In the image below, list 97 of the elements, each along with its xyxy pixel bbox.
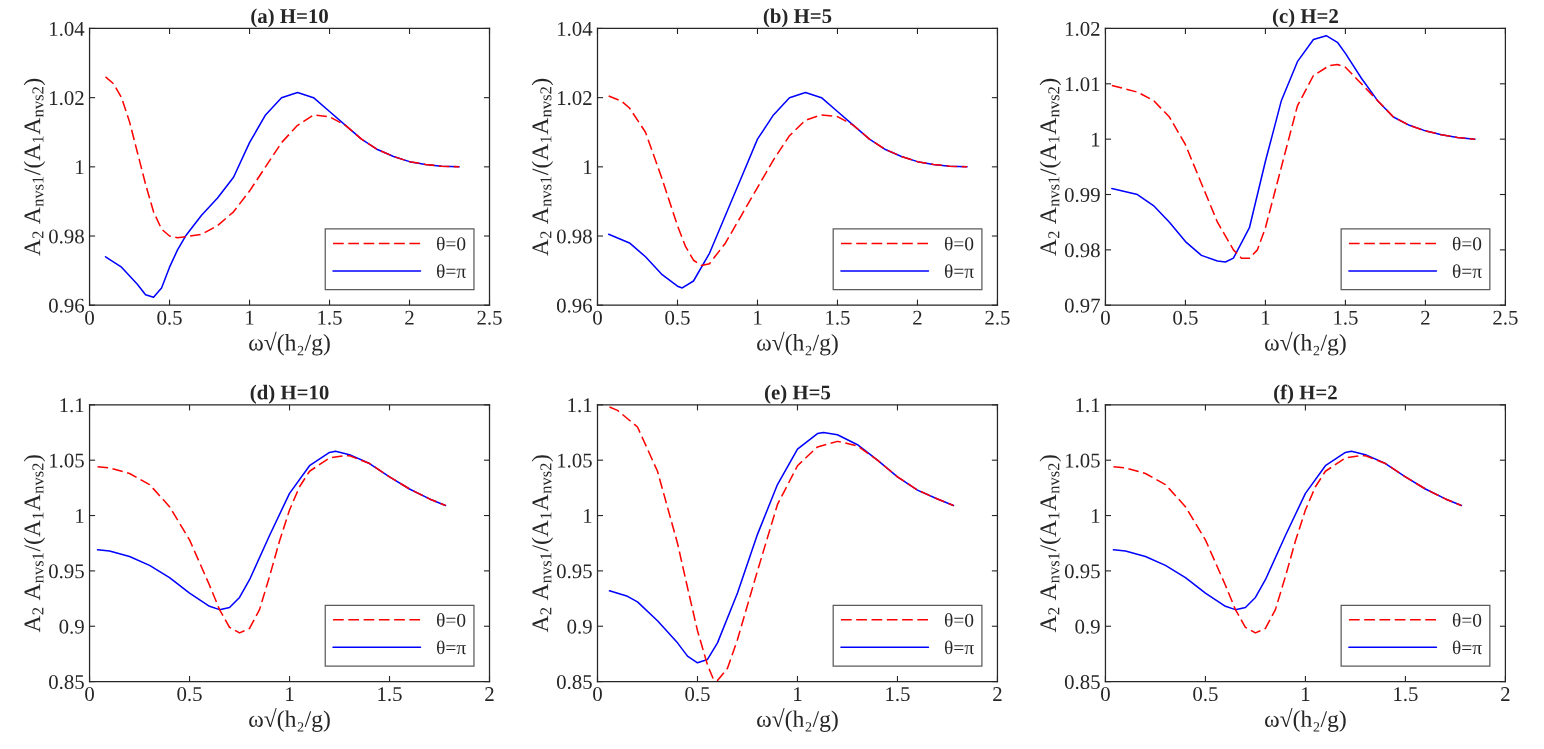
chart-title: (d) H=10: [250, 384, 329, 404]
y-tick-label: 0.96: [556, 298, 593, 313]
x-tick-label: 1.5: [1394, 687, 1418, 702]
chart-title: (c) H=2: [1272, 8, 1338, 28]
x-tick-label: 1.5: [826, 310, 850, 325]
text: A$_{2}$ A$_{nvs1}$/(A$_{1}$A$_{nvs2}$): [23, 78, 46, 256]
x-axis-title: ω√(h₂/g): [1265, 708, 1346, 732]
x-tick-label: 1.5: [886, 687, 910, 702]
x-axis-title: ω√(h₂/g): [249, 331, 330, 356]
y-tick-label: 0.96: [49, 298, 85, 313]
y-tick-label: 1.02: [50, 91, 84, 106]
text: A$_{2}$ A$_{nvs1}$/(A$_{1}$A$_{nvs2}$): [1039, 455, 1062, 633]
x-tick-label: 0: [85, 310, 94, 325]
x-tick-label: 1: [754, 310, 762, 325]
x-tick-label: 0.5: [1173, 310, 1198, 325]
y-tick-label: 0.9: [59, 619, 84, 634]
x-tick-label: 1.5: [1334, 310, 1358, 325]
x-tick-label: 2: [485, 687, 494, 701]
y-tick-label: 0.9: [1075, 619, 1100, 634]
x-tick-label: 1: [1262, 310, 1270, 325]
x-tick-label: 2.5: [1493, 310, 1518, 325]
x-axis-title: ω√(h₂/g): [249, 708, 330, 732]
x-tick-label: 2.5: [477, 310, 502, 325]
y-tick-label: 1.1: [568, 398, 592, 413]
x-axis-title: ω√(h₂/g): [757, 331, 838, 356]
text: A$_{2}$ A$_{nvs1}$/(A$_{1}$A$_{nvs2}$): [531, 455, 554, 633]
y-tick-label: 1.05: [50, 453, 84, 468]
y-tick-label: 0.85: [49, 674, 84, 690]
y-tick-label: 1.04: [50, 21, 85, 36]
x-tick-label: 0.5: [685, 687, 710, 702]
y-tick-label: 1.05: [1065, 453, 1100, 468]
chart-title: (e) H=5: [764, 384, 831, 404]
y-tick-label: 0.85: [1064, 674, 1100, 690]
x-tick-label: 1.5: [378, 687, 402, 702]
y-tick-label: 1: [1092, 509, 1100, 523]
text: A$_{2}$ A$_{nvs1}$/(A$_{1}$A$_{nvs2}$): [1039, 78, 1062, 256]
text: A$_{2}$ A$_{nvs1}$/(A$_{1}$A$_{nvs2}$): [531, 78, 554, 256]
legend-label: θ=0: [436, 236, 466, 251]
y-tick-label: 0.85: [556, 674, 592, 690]
x-tick-label: 1: [286, 687, 294, 701]
x-tick-label: 1.5: [318, 310, 342, 325]
x-tick-label: 1: [246, 310, 254, 325]
legend-label: θ=π: [436, 640, 466, 655]
x-tick-label: 2: [993, 687, 1002, 701]
y-tick-label: 1: [76, 509, 84, 523]
x-tick-label: 2: [913, 310, 922, 325]
y-tick-label: 1.1: [60, 398, 84, 413]
legend-label: θ=π: [944, 640, 974, 655]
x-tick-label: 0: [1101, 310, 1110, 325]
x-tick-label: 2: [405, 310, 414, 325]
y-tick-label: 0.95: [49, 564, 84, 579]
y-tick-label: 0.95: [1064, 564, 1100, 579]
x-tick-label: 1: [1302, 687, 1310, 701]
y-tick-label: 1: [76, 160, 84, 175]
y-tick-label: 1.02: [558, 91, 592, 106]
y-tick-label: 1.05: [558, 453, 592, 468]
chart-title: (f) H=2: [1274, 384, 1337, 404]
legend-label: θ=π: [1452, 640, 1482, 655]
x-tick-label: 0: [593, 687, 602, 702]
text: A$_{2}$ A$_{nvs1}$/(A$_{1}$A$_{nvs2}$): [23, 455, 46, 633]
chart-title: (a) H=10: [251, 8, 328, 28]
y-tick-label: 0.99: [1064, 187, 1100, 203]
y-tick-label: 1: [584, 160, 592, 175]
y-tick-label: 0.97: [1064, 298, 1100, 313]
y-tick-label: 1.04: [558, 21, 593, 36]
x-tick-label: 0.5: [177, 687, 202, 702]
y-tick-label: 1.02: [1065, 21, 1100, 36]
x-tick-label: 0.5: [157, 310, 182, 325]
y-tick-label: 1: [584, 509, 592, 523]
y-tick-label: 0.9: [567, 619, 592, 634]
x-tick-label: 2: [1421, 310, 1430, 325]
legend-label: θ=π: [944, 264, 974, 278]
legend-label: θ=0: [944, 613, 974, 627]
legend-label: θ=0: [1452, 613, 1482, 627]
x-tick-label: 0: [1101, 687, 1110, 702]
legend-label: θ=0: [944, 236, 974, 251]
y-tick-label: 0.98: [1064, 243, 1100, 258]
x-tick-label: 0: [85, 687, 94, 702]
y-tick-label: 0.95: [556, 564, 592, 579]
legend-label: θ=0: [436, 613, 466, 627]
x-tick-label: 0.5: [1193, 687, 1218, 702]
y-tick-label: 1: [1092, 132, 1100, 147]
x-tick-label: 0: [593, 310, 602, 325]
x-tick-label: 2: [1501, 687, 1510, 701]
x-tick-label: 0.5: [665, 310, 690, 325]
legend-label: θ=π: [1452, 264, 1482, 278]
legend-label: θ=0: [1452, 236, 1482, 251]
x-tick-label: 2.5: [985, 310, 1010, 325]
x-tick-label: 1: [794, 687, 802, 701]
y-tick-label: 1.01: [1065, 77, 1100, 92]
chart-title: (b) H=5: [763, 8, 832, 28]
x-axis-title: ω√(h₂/g): [1265, 331, 1346, 356]
legend-label: θ=π: [436, 264, 466, 278]
y-tick-label: 0.98: [556, 229, 592, 244]
y-tick-label: 1.1: [1076, 398, 1100, 413]
x-axis-title: ω√(h₂/g): [757, 708, 838, 732]
y-tick-label: 0.98: [49, 229, 84, 244]
